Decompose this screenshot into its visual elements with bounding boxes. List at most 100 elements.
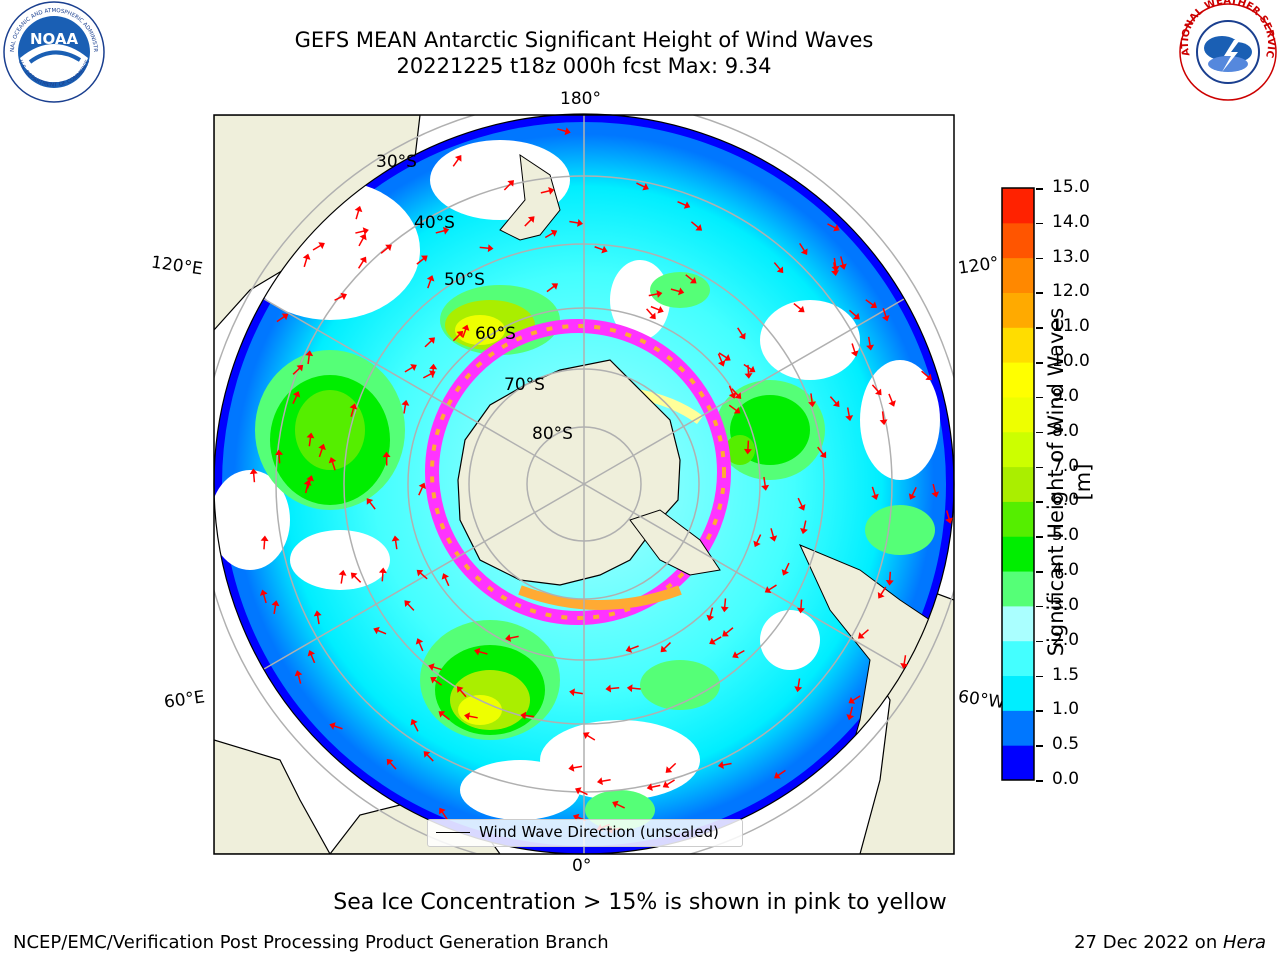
wave-arrow <box>357 260 365 269</box>
wave-arrow <box>525 714 535 718</box>
footer-date: 27 Dec 2022 on Hera <box>1074 932 1266 953</box>
wave-arrow <box>569 220 579 224</box>
wave-arrow <box>310 654 316 664</box>
colorbar-cell <box>1002 571 1034 607</box>
legend-label: Wind Wave Direction (unscaled) <box>479 823 719 841</box>
wave-arrow-head <box>569 688 575 697</box>
colorbar-tick-label: 8.0 <box>1052 420 1080 441</box>
wave-arrow <box>737 327 744 336</box>
colorbar-cell <box>1002 605 1034 642</box>
wave-arrow <box>380 247 389 254</box>
wave-arrow <box>817 446 824 455</box>
wave-arrow <box>316 615 320 625</box>
wave-arrow-head <box>306 432 315 439</box>
wave-arrow-head <box>656 290 663 298</box>
wave-arrow-head <box>418 482 426 490</box>
wave-arrow <box>452 333 461 342</box>
wave-arrow <box>722 762 732 766</box>
footer-date-text: 27 Dec 2022 on <box>1074 932 1223 953</box>
wave-arrow-head <box>338 569 347 576</box>
wave-arrow-head <box>794 686 803 693</box>
wave-arrow <box>340 574 344 584</box>
wave-arrow <box>418 642 424 652</box>
colorbar-tick-mark <box>1036 257 1043 260</box>
wave-arrow-head <box>373 626 380 635</box>
wave-arrow <box>381 572 384 582</box>
wave-arrow-head <box>296 364 304 372</box>
wave-arrow-head <box>410 718 418 726</box>
wave-arrow-head <box>329 722 336 730</box>
wave-arrow <box>756 534 762 544</box>
wave-arrow <box>278 454 281 464</box>
wave-arrow-head <box>660 645 668 653</box>
wave-arrow <box>743 363 752 371</box>
wave-arrow-head <box>359 256 367 264</box>
wave-arrow-head <box>349 403 358 410</box>
wave-arrow <box>452 158 460 167</box>
colorbar-label: Significant Height of Wind Waves [m] <box>1044 307 1095 657</box>
colorbar-tick-mark <box>1036 780 1043 782</box>
wave-arrow-head <box>900 663 909 669</box>
wave-arrow <box>668 762 677 771</box>
colorbar-cell <box>1002 501 1034 537</box>
wave-arrow <box>377 629 387 635</box>
wave-arrow <box>888 393 894 403</box>
wave-arrow <box>441 713 450 721</box>
wave-arrow-head <box>800 248 808 256</box>
wave-arrow-head <box>657 306 664 314</box>
colorbar-tick-label: 3.0 <box>1052 594 1080 615</box>
wave-arrow <box>334 295 343 301</box>
wave-arrow <box>318 448 324 458</box>
colorbar-cell <box>1002 466 1034 502</box>
wave-arrow <box>546 285 555 293</box>
wave-arrow-head <box>888 400 896 407</box>
wave-arrow-head <box>401 399 410 406</box>
wave-arrow <box>333 725 343 730</box>
wave-arrow-head <box>689 276 697 284</box>
wave-arrow <box>911 487 917 496</box>
wave-arrow-head <box>870 301 877 308</box>
wave-arrow-head <box>781 569 789 576</box>
wave-arrow-head <box>646 783 653 792</box>
colorbar-tick-mark <box>1036 188 1043 190</box>
wave-arrow-head <box>340 292 347 301</box>
wave-arrow <box>540 190 550 194</box>
wave-arrow-head <box>520 711 527 720</box>
colorbar-tick-mark <box>1036 675 1043 678</box>
wave-arrow <box>418 486 424 496</box>
wave-arrow-head <box>877 591 885 599</box>
wave-arrow-head <box>833 224 840 232</box>
wave-arrow-head <box>761 484 770 491</box>
wave-arrow-head <box>456 686 464 693</box>
wave-arrow <box>355 210 360 220</box>
wave-arrow-head <box>839 263 847 270</box>
wave-arrow-head <box>808 401 817 408</box>
wave-arrow <box>601 778 611 783</box>
wave-arrow <box>304 484 309 494</box>
colorbar-tick-mark <box>1036 745 1043 747</box>
wave-arrow-head <box>307 650 316 657</box>
wave-arrow <box>888 571 892 581</box>
wave-arrow-head <box>717 761 724 769</box>
wave-arrow <box>797 497 803 507</box>
wave-arrow-head <box>753 540 761 548</box>
wave-arrow-head <box>366 498 374 505</box>
wave-arrow <box>725 627 734 635</box>
wave-arrow <box>650 305 660 311</box>
colorbar-tick-label: 6.0 <box>1052 490 1080 511</box>
wave-arrow-head <box>428 663 435 671</box>
wave-arrow <box>441 811 448 820</box>
wave-arrow-head <box>318 242 325 250</box>
colorbar-cell <box>1002 292 1034 328</box>
graticule <box>214 115 954 854</box>
wave-arrow <box>586 734 596 741</box>
wave-arrow <box>709 607 714 617</box>
wave-arrow <box>670 288 680 293</box>
wave-arrow <box>394 540 398 550</box>
wave-arrow <box>459 689 467 698</box>
wave-arrow <box>478 650 488 655</box>
wave-arrow <box>369 501 376 510</box>
wave-arrow-head <box>461 324 470 331</box>
lat-label-40s: 40°S <box>414 213 455 233</box>
lon-label-0: 0° <box>572 856 592 876</box>
